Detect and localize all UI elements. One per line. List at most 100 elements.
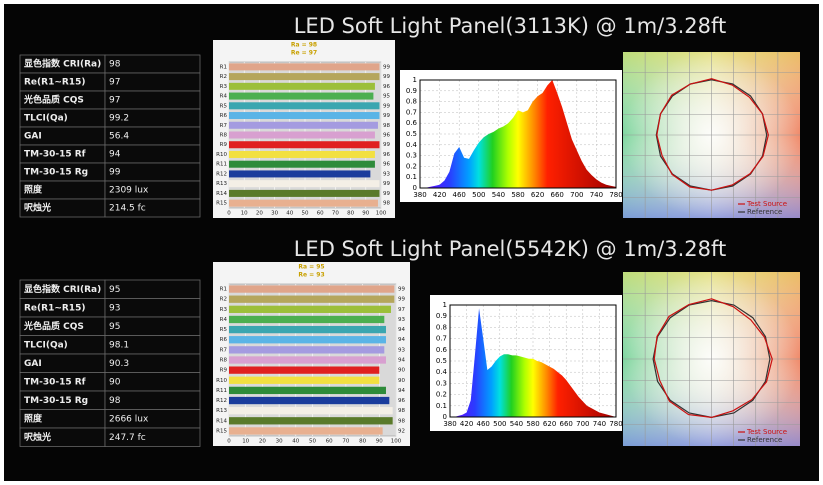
value-label: 96 [383,133,390,139]
legend-label: Test Source [746,200,787,208]
table-value: 2309 lux [109,186,149,196]
value-label: 96 [383,152,390,158]
x-tick-label: 780 [609,420,622,428]
plot-frame [449,304,617,418]
y-tick-label: R12 [216,398,227,404]
y-tick-label: R3 [220,84,228,90]
y-tick-label: R11 [216,162,227,168]
table-value: 97 [109,96,120,106]
bar [229,170,371,178]
x-tick-label: 10 [241,211,248,217]
y-tick-label: R6 [220,113,228,119]
value-label: 92 [398,428,405,434]
x-tick-label: 30 [271,211,278,217]
table-label: Re(R1~R15) [24,303,85,313]
table-label: 光色品质 CQS [23,94,84,106]
table-label: TM-30-15 Rg [24,396,88,406]
x-tick-label: 0 [227,211,231,217]
panel-title: LED Soft Light Panel(5542K) @ 1m/3.28ft [294,237,727,261]
x-tick-label: 90 [376,439,383,445]
bar [229,141,380,149]
table-value: 2666 lux [109,414,149,424]
y-tick-label: R5 [220,103,228,109]
y-tick-label: R15 [216,201,227,207]
table-value: 98 [109,60,121,70]
table-label: TLCI(Qa) [24,340,68,350]
x-tick-label: 380 [443,420,456,428]
table-label: 光色品质 CQS [23,320,84,332]
x-tick-label: 420 [460,420,473,428]
panel-title: LED Soft Light Panel(3113K) @ 1m/3.28ft [294,14,727,38]
y-tick-label: 0.7 [436,335,447,343]
y-tick-label: 0.8 [406,98,417,106]
x-tick-label: 40 [292,439,299,445]
value-label: 99 [383,142,390,148]
table-label: 照度 [24,184,43,196]
annotation: Re = 97 [291,50,317,57]
x-tick-label: 740 [590,191,603,199]
value-label: 99 [398,297,405,303]
bar [229,427,383,435]
y-tick-label: 0.4 [406,141,418,149]
x-tick-label: 0 [227,439,231,445]
x-tick-label: 660 [560,420,573,428]
y-tick-label: R9 [220,368,228,374]
x-tick-label: 380 [413,191,426,199]
value-label: 94 [398,327,405,333]
bar [229,396,390,405]
y-tick-label: R2 [220,74,227,80]
table-label: 呎烛光 [24,431,51,443]
y-tick-label: R1 [220,64,227,70]
legend-label: Test Source [746,428,787,436]
y-tick-label: 0.5 [436,357,447,365]
y-tick-label: 0.9 [436,312,447,320]
annotation: Re = 93 [298,272,324,279]
x-tick-label: 460 [453,191,466,199]
bar [229,121,378,129]
y-tick-label: 0.1 [406,173,417,181]
value-label: 99 [383,74,390,80]
bar [229,366,380,374]
y-tick-label: R14 [216,191,227,197]
y-tick-label: R10 [216,152,227,158]
x-tick-label: 60 [317,211,324,217]
x-tick-label: 580 [511,191,524,199]
value-label: 96 [383,162,390,168]
bar [229,305,391,313]
x-tick-label: 80 [347,211,354,217]
x-tick-label: 500 [493,420,506,428]
y-tick-label: R9 [220,142,228,148]
y-tick-label: R6 [220,337,228,343]
table-value: 94 [109,150,121,160]
value-label: 94 [398,388,405,394]
table-value: 247.7 fc [109,433,146,443]
value-label: 99 [383,103,390,109]
bar [229,346,385,354]
y-tick-label: 0.9 [406,87,417,95]
y-tick-label: 1 [413,76,417,84]
table-cell [104,427,201,447]
x-tick-label: 660 [551,191,564,199]
bar [229,92,374,100]
table-value: 97 [109,78,120,88]
y-tick-label: 0.6 [406,119,418,127]
value-label: 98 [383,201,390,207]
value-label: 90 [398,368,405,374]
table-label: 显色指数 CRI(Ra) [24,58,101,70]
y-tick-label: R7 [220,123,228,129]
bar [229,180,380,188]
y-tick-label: 0 [413,184,417,192]
table-label: Re(R1~R15) [24,78,85,88]
y-tick-label: 0 [443,413,447,421]
table-label: TM-30-15 Rg [24,168,88,178]
y-tick-label: R13 [216,181,227,187]
table-value: 56.4 [109,132,129,142]
table-label: 显色指数 CRI(Ra) [24,283,101,295]
value-label: 93 [383,171,390,177]
y-tick-label: R4 [220,94,228,100]
table-label: 照度 [24,412,43,424]
bar [229,356,386,364]
y-tick-label: 0.4 [436,368,448,376]
x-tick-label: 70 [342,439,349,445]
